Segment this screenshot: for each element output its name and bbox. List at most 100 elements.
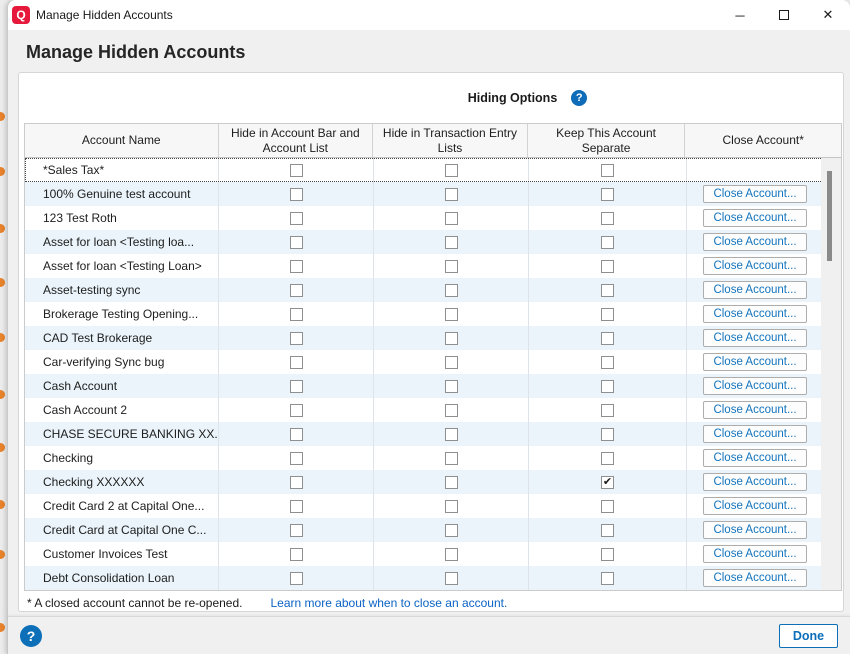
keep-separate-checkbox[interactable] xyxy=(601,523,614,537)
close-account-button[interactable]: Close Account... xyxy=(703,545,807,563)
hide-in-transaction-checkbox[interactable] xyxy=(444,379,458,393)
hide-in-transaction-checkbox[interactable] xyxy=(444,163,458,177)
table-row[interactable]: Credit Card 2 at Capital One... Close Ac… xyxy=(25,494,823,518)
keep-separate-checkbox[interactable] xyxy=(601,331,614,345)
keep-separate-checkbox[interactable] xyxy=(601,259,614,273)
keep-separate-checkbox[interactable] xyxy=(601,307,614,321)
hide-in-transaction-checkbox[interactable] xyxy=(444,307,458,321)
keep-separate-checkbox[interactable] xyxy=(601,571,614,585)
close-account-button[interactable]: Close Account... xyxy=(703,473,807,491)
keep-separate-checkbox[interactable] xyxy=(601,427,614,441)
close-account-button[interactable]: Close Account... xyxy=(703,377,807,395)
table-row[interactable]: Customer Invoices Test Close Account... xyxy=(25,542,823,566)
hide-in-transaction-checkbox[interactable] xyxy=(444,475,458,489)
keep-separate-cell xyxy=(528,542,686,566)
hide-in-transaction-checkbox[interactable] xyxy=(444,235,458,249)
help-icon[interactable]: ? xyxy=(20,624,42,647)
hide-in-account-bar-checkbox[interactable] xyxy=(289,259,303,273)
table-row[interactable]: Checking XXXXXX ✔ Close Account... xyxy=(25,470,823,494)
table-row[interactable]: Car-verifying Sync bug Close Account... xyxy=(25,350,823,374)
keep-separate-checkbox[interactable] xyxy=(601,211,614,225)
close-account-button[interactable]: Close Account... xyxy=(703,401,807,419)
hide-in-account-bar-checkbox[interactable] xyxy=(289,499,303,513)
hide-in-transaction-checkbox[interactable] xyxy=(444,211,458,225)
close-account-button[interactable]: Close Account... xyxy=(703,329,807,347)
hide-in-account-bar-checkbox[interactable] xyxy=(289,211,303,225)
keep-separate-checkbox[interactable] xyxy=(601,187,614,201)
hide-in-transaction-checkbox[interactable] xyxy=(444,547,458,561)
hide-in-transaction-checkbox[interactable] xyxy=(444,427,458,441)
hide-in-transaction-checkbox[interactable] xyxy=(444,523,458,537)
hide-in-account-bar-checkbox[interactable] xyxy=(289,571,303,585)
table-row[interactable]: 123 Test Roth Close Account... xyxy=(25,206,823,230)
hide-in-account-bar-checkbox[interactable] xyxy=(289,163,303,177)
maximize-button[interactable] xyxy=(762,0,806,30)
table-row[interactable]: CHASE SECURE BANKING XX... Close Account… xyxy=(25,422,823,446)
hide-in-account-bar-checkbox[interactable] xyxy=(289,235,303,249)
table-row[interactable]: Asset-testing sync Close Account... xyxy=(25,278,823,302)
minimize-button[interactable]: ─ xyxy=(718,0,762,30)
keep-separate-checkbox[interactable] xyxy=(601,283,614,297)
table-row[interactable]: CAD Test Brokerage Close Account... xyxy=(25,326,823,350)
table-row[interactable]: Cash Account Close Account... xyxy=(25,374,823,398)
hide-in-transaction-checkbox[interactable] xyxy=(444,451,458,465)
close-account-button[interactable]: Close Account... xyxy=(703,569,807,587)
scrollbar-thumb[interactable] xyxy=(827,171,832,261)
table-row[interactable]: Asset for loan <Testing Loan> Close Acco… xyxy=(25,254,823,278)
background-icon-fragment xyxy=(0,278,5,287)
learn-more-link[interactable]: Learn more about when to close an accoun… xyxy=(270,596,508,610)
hide-in-account-bar-checkbox[interactable] xyxy=(289,475,303,489)
close-button[interactable]: ✕ xyxy=(806,0,850,30)
keep-separate-checkbox[interactable] xyxy=(601,379,614,393)
keep-separate-checkbox[interactable]: ✔ xyxy=(601,475,614,489)
keep-separate-checkbox[interactable] xyxy=(601,499,614,513)
hide-in-account-bar-checkbox[interactable] xyxy=(289,379,303,393)
table-row[interactable]: 100% Genuine test account Close Account.… xyxy=(25,182,823,206)
hide-in-account-bar-checkbox[interactable] xyxy=(289,331,303,345)
table-row[interactable]: Credit Card at Capital One C... Close Ac… xyxy=(25,518,823,542)
keep-separate-checkbox[interactable] xyxy=(601,355,614,369)
table-row[interactable]: Checking Close Account... xyxy=(25,446,823,470)
table-row[interactable]: Debt Consolidation Loan Close Account... xyxy=(25,566,823,590)
hide-in-account-bar-checkbox[interactable] xyxy=(289,187,303,201)
close-account-button[interactable]: Close Account... xyxy=(703,497,807,515)
hide-in-transaction-checkbox[interactable] xyxy=(444,403,458,417)
close-account-button[interactable]: Close Account... xyxy=(703,281,807,299)
close-account-button[interactable]: Close Account... xyxy=(703,521,807,539)
hide-in-account-bar-checkbox[interactable] xyxy=(289,523,303,537)
close-account-button[interactable]: Close Account... xyxy=(703,233,807,251)
table-row[interactable]: Cash Account 2 Close Account... xyxy=(25,398,823,422)
hide-in-transaction-checkbox[interactable] xyxy=(444,283,458,297)
keep-separate-checkbox[interactable] xyxy=(601,403,614,417)
hide-in-transaction-checkbox[interactable] xyxy=(444,355,458,369)
keep-separate-checkbox[interactable] xyxy=(601,547,614,561)
hide-in-account-bar-checkbox[interactable] xyxy=(289,427,303,441)
hide-in-account-bar-checkbox[interactable] xyxy=(289,547,303,561)
table-row[interactable]: Asset for loan <Testing loa... Close Acc… xyxy=(25,230,823,254)
hide-in-account-bar-checkbox[interactable] xyxy=(289,403,303,417)
hide-in-transaction-checkbox[interactable] xyxy=(444,187,458,201)
keep-separate-checkbox[interactable] xyxy=(601,235,614,249)
close-account-button[interactable]: Close Account... xyxy=(703,185,807,203)
hide-in-account-bar-checkbox[interactable] xyxy=(289,283,303,297)
done-button[interactable]: Done xyxy=(779,623,838,648)
hide-in-transaction-checkbox[interactable] xyxy=(444,259,458,273)
close-account-button[interactable]: Close Account... xyxy=(703,257,807,275)
close-account-button[interactable]: Close Account... xyxy=(703,353,807,371)
hide-in-account-bar-checkbox[interactable] xyxy=(289,451,303,465)
hide-in-transaction-checkbox[interactable] xyxy=(444,571,458,585)
close-account-button[interactable]: Close Account... xyxy=(703,425,807,443)
vertical-scrollbar[interactable] xyxy=(821,158,841,590)
hiding-options-help-icon[interactable]: ? xyxy=(571,90,588,106)
close-account-button[interactable]: Close Account... xyxy=(703,449,807,467)
hide-in-account-bar-checkbox[interactable] xyxy=(289,307,303,321)
close-account-button[interactable]: Close Account... xyxy=(703,305,807,323)
hide-in-account-bar-checkbox[interactable] xyxy=(289,355,303,369)
keep-separate-checkbox[interactable] xyxy=(601,163,614,177)
hide-in-transaction-checkbox[interactable] xyxy=(444,331,458,345)
hide-in-transaction-checkbox[interactable] xyxy=(444,499,458,513)
close-account-button[interactable]: Close Account... xyxy=(703,209,807,227)
table-row[interactable]: *Sales Tax* xyxy=(25,158,823,182)
keep-separate-checkbox[interactable] xyxy=(601,451,614,465)
table-row[interactable]: Brokerage Testing Opening... Close Accou… xyxy=(25,302,823,326)
